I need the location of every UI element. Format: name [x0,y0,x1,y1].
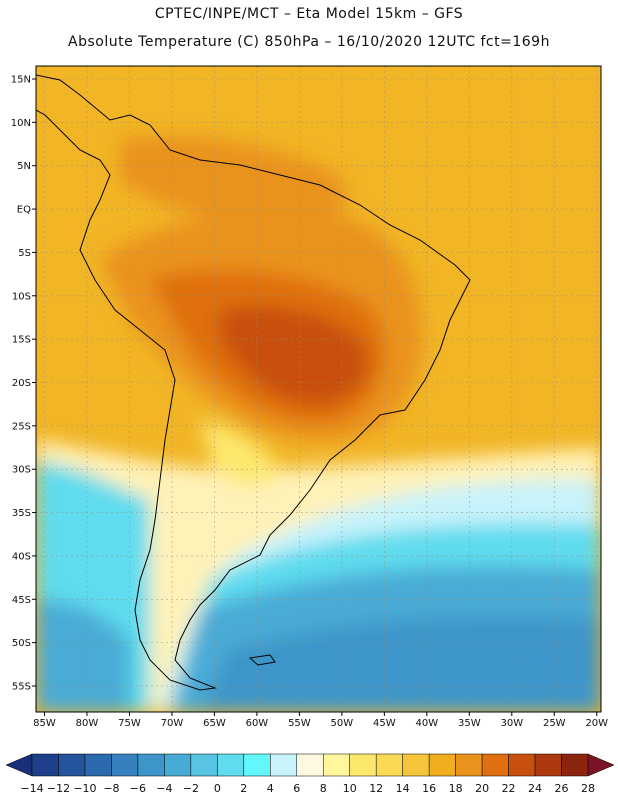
lat-tick-label: 5N [17,161,31,172]
colorbar-box [164,753,192,777]
colorbar-box [296,753,324,777]
colorbar-level-label: 24 [528,782,542,795]
colorbar-box [455,753,483,777]
latitude-axis: 15N 10N 5N EQ 5S 10S 15S 20S 25S 30S 35S 40S 45S 50S 5… [11,75,36,692]
longitude-axis: 85W 80W 75W 70W 65W 60W 55W 50W 45W 40W 35W 30W 25W 2… [33,712,608,729]
lon-tick-label: 30W [500,718,523,729]
lat-tick-label: 15S [12,335,31,346]
colorbar-level-label: 26 [555,782,569,795]
lon-tick-label: 20W [585,718,608,729]
colorbar-level-label: −10 [73,782,96,795]
colorbar-under-arrow [5,753,33,777]
lat-tick-label: 35S [12,508,31,519]
lat-tick-label: 10S [12,291,31,302]
colorbar-level-label: 14 [396,782,410,795]
colorbar-level-label: 0 [214,782,221,795]
colorbar-level-label: 8 [320,782,327,795]
colorbar-box [270,753,298,777]
lon-tick-label: 55W [288,718,311,729]
lat-tick-label: 5S [18,248,31,259]
colorbar-box [375,753,403,777]
colorbar-level-label: −6 [130,782,146,795]
south-america-coastline [36,74,471,691]
lon-tick-label: 40W [416,718,439,729]
lon-tick-label: 65W [203,718,226,729]
colorbar-level-label: 10 [343,782,357,795]
colorbar-box [561,753,589,777]
lat-tick-label: 20S [12,378,31,389]
colorbar-level-label: 20 [475,782,489,795]
map-title-line2: Absolute Temperature (C) 850hPa – 16/10/… [68,34,550,50]
colorbar-box [322,753,350,777]
lon-tick-label: 50W [331,718,354,729]
colorbar-level-label: 22 [502,782,516,795]
falklands-outline [248,654,276,666]
colorbar-level-label: 12 [369,782,383,795]
colorbar-level-label: −12 [47,782,70,795]
lat-tick-label: EQ [17,205,31,216]
colorbar-box [31,753,59,777]
lon-tick-label: 75W [118,718,141,729]
colorbar-box [111,753,139,777]
lat-tick-label: 25S [12,421,31,432]
colorbar-box [428,753,456,777]
map-title-line1: CPTEC/INPE/MCT – Eta Model 15km – GFS [154,6,464,22]
colorbar-level-label: 6 [293,782,300,795]
lon-tick-label: 80W [76,718,99,729]
colorbar-box [481,753,509,777]
colorbar-level-label: 28 [581,782,595,795]
lon-tick-label: 70W [161,718,184,729]
colorbar-level-label: −8 [103,782,119,795]
lat-tick-label: 50S [12,638,31,649]
lon-tick-label: 45W [373,718,396,729]
colorbar-box [243,753,271,777]
colorbar-box [84,753,112,777]
graticule [36,66,601,712]
temperature-field [36,66,601,712]
lat-tick-label: 40S [12,551,31,562]
temperature-map: 15N 10N 5N EQ 5S 10S 15S 20S 25S 30S 35S 40S 45S 50S 5… [11,65,608,729]
colorbar-box [217,753,245,777]
lat-tick-label: 30S [12,465,31,476]
lat-tick-label: 55S [12,681,31,692]
lat-tick-label: 45S [12,595,31,606]
colorbar-level-label: 16 [422,782,436,795]
lon-tick-label: 25W [543,718,566,729]
colorbar-level-label: −4 [156,782,172,795]
colorbar-level-label: −2 [183,782,199,795]
lon-tick-label: 85W [33,718,56,729]
colorbar-box [349,753,377,777]
colorbar-box [534,753,562,777]
colorbar-level-label: 2 [240,782,247,795]
colorbar-level-label: 4 [267,782,274,795]
lat-tick-label: 10N [11,118,31,129]
map-frame [35,65,602,713]
lon-tick-label: 35W [458,718,481,729]
colorbar-over-arrow [587,753,615,777]
colorbar-box [190,753,218,777]
colorbar: −14 −12 −10 −8 −6 −4 −2 0 2 4 6 8 10 12 14 16 18 20 22 24 26… [5,753,615,795]
colorbar-box [137,753,165,777]
colorbar-level-label: 18 [449,782,463,795]
lat-tick-label: 15N [11,75,31,86]
colorbar-box [58,753,86,777]
colorbar-level-label: −14 [20,782,43,795]
lon-tick-label: 60W [246,718,269,729]
colorbar-box [402,753,430,777]
colorbar-box [508,753,536,777]
